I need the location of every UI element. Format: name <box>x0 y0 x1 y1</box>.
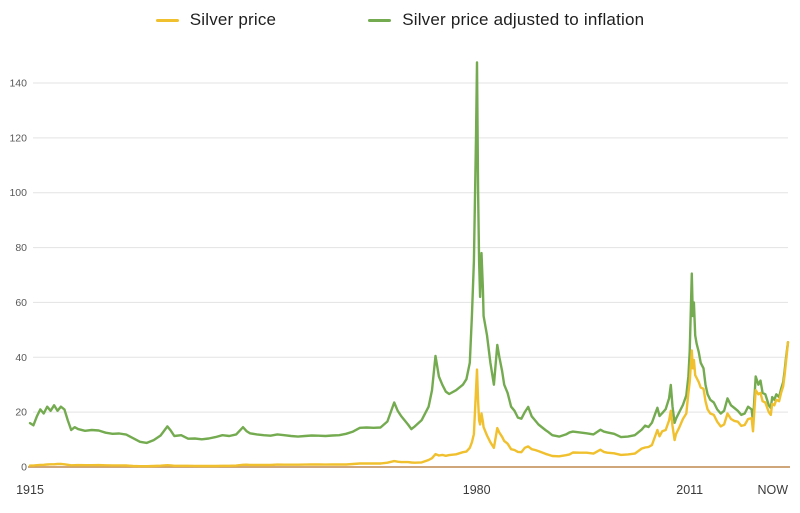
legend-swatch-silver-price-adjusted-icon <box>368 18 392 22</box>
y-tick-label-40: 40 <box>15 352 27 364</box>
legend-item-silver-price: Silver price <box>155 10 277 30</box>
y-tick-label-100: 100 <box>9 187 27 199</box>
y-tick-label-80: 80 <box>15 242 27 254</box>
legend-item-silver-price-adjusted: Silver price adjusted to inflation <box>368 10 644 30</box>
chart-legend: Silver price Silver price adjusted to in… <box>0 5 800 35</box>
y-tick-label-0: 0 <box>21 462 27 474</box>
y-tick-label-120: 120 <box>9 132 27 144</box>
legend-label-silver-price-adjusted: Silver price adjusted to inflation <box>402 10 645 29</box>
series-line-silver-price-adjusted <box>28 61 790 445</box>
legend-label-silver-price: Silver price <box>189 10 277 29</box>
y-tick-label-60: 60 <box>15 297 27 309</box>
x-tick-label-1915: 1915 <box>16 483 44 497</box>
x-tick-label-1980: 1980 <box>463 483 491 497</box>
y-tick-label-140: 140 <box>9 78 27 90</box>
y-tick-label-20: 20 <box>15 407 27 419</box>
x-tick-label-2011: 2011 <box>676 483 703 497</box>
legend-swatch-silver-price-icon <box>155 18 179 22</box>
x-tick-label-now: NOW <box>757 483 788 497</box>
series-line-silver-price <box>28 341 790 468</box>
